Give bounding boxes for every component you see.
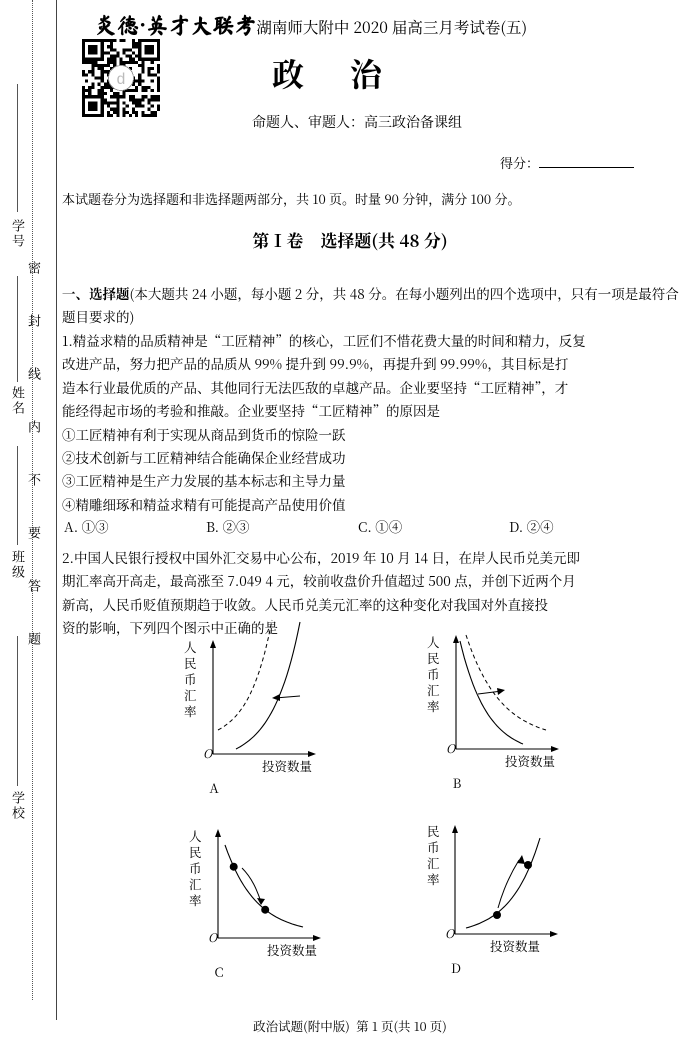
svg-text:民: 民 [427, 822, 440, 840]
svg-text:汇: 汇 [427, 681, 440, 699]
svg-text:B: B [453, 773, 462, 792]
svg-text:O: O [446, 740, 457, 757]
svg-text:率: 率 [184, 702, 197, 720]
svg-text:人: 人 [184, 638, 197, 656]
svg-text:汇: 汇 [184, 686, 197, 704]
svg-text:率: 率 [427, 870, 440, 888]
svg-text:民: 民 [427, 649, 440, 667]
svg-text:币: 币 [189, 859, 202, 877]
svg-text:A: A [209, 778, 219, 797]
svg-text:O: O [203, 745, 214, 762]
svg-text:投资数量: 投资数量 [267, 941, 317, 959]
svg-text:O: O [445, 925, 456, 942]
svg-text:投资数量: 投资数量 [262, 757, 312, 775]
svg-text:率: 率 [189, 891, 202, 909]
svg-text:币: 币 [427, 838, 440, 856]
svg-text:D: D [451, 958, 461, 977]
svg-text:率: 率 [427, 697, 440, 715]
svg-text:汇: 汇 [427, 854, 440, 872]
svg-text:币: 币 [184, 670, 197, 688]
svg-text:汇: 汇 [189, 875, 202, 893]
svg-text:民: 民 [184, 654, 197, 672]
svg-text:人: 人 [189, 827, 202, 845]
svg-text:O: O [208, 929, 219, 946]
svg-text:币: 币 [427, 665, 440, 683]
svg-text:民: 民 [189, 843, 202, 861]
svg-text:投资数量: 投资数量 [490, 937, 540, 955]
svg-text:C: C [215, 962, 224, 981]
svg-text:投资数量: 投资数量 [505, 752, 555, 770]
